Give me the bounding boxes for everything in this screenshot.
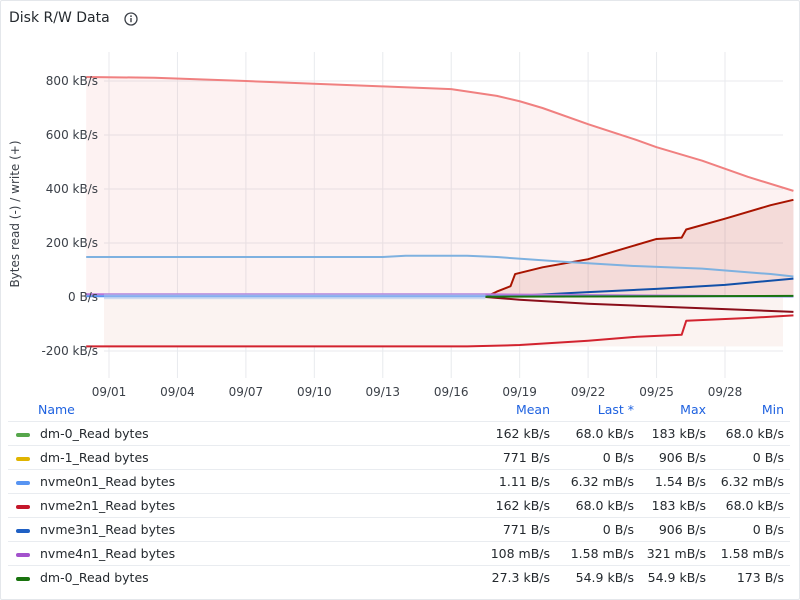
x-tick-label: 09/07 (229, 385, 264, 399)
legend-series-label: dm-0_Read bytes (40, 570, 149, 585)
series-color-swatch (16, 504, 30, 509)
series-line-maroon-read[interactable] (485, 296, 794, 313)
legend-mean: 162 kB/s (490, 421, 556, 446)
series-line-light-red[interactable] (86, 75, 794, 192)
legend-min: 0 B/s (712, 517, 790, 542)
x-tick-label: 09/10 (297, 385, 332, 399)
legend-series-name[interactable]: nvme0n1_Read bytes (8, 469, 490, 494)
overlap-band (104, 293, 486, 300)
legend-series-label: dm-0_Read bytes (40, 426, 149, 441)
y-tick-label: 400 kB/s (46, 182, 98, 196)
legend-min: 68.0 kB/s (712, 421, 790, 446)
series-color-swatch (16, 432, 30, 437)
x-tick-label: 09/13 (365, 385, 400, 399)
legend-min: 1.58 mB/s (712, 541, 790, 566)
legend-mean: 27.3 kB/s (490, 565, 556, 589)
legend-row[interactable]: nvme3n1_Read bytes 771 B/s 0 B/s 906 B/s 0 B… (8, 517, 790, 542)
series-line-light-blue[interactable] (86, 254, 794, 278)
y-tick-label: 200 kB/s (46, 236, 98, 250)
legend-min: 68.0 kB/s (712, 493, 790, 518)
x-tick-label: 09/25 (639, 385, 674, 399)
legend-last: 1.58 mB/s (556, 541, 640, 566)
legend-header-last[interactable]: Last * (597, 402, 634, 417)
y-tick-label: 0 B/s (68, 290, 98, 304)
legend-row[interactable]: nvme0n1_Read bytes 1.11 B/s 6.32 mB/s 1.54 … (8, 469, 790, 494)
x-tick-label: 09/28 (708, 385, 743, 399)
legend-series-name[interactable]: nvme3n1_Read bytes (8, 517, 490, 542)
legend-header-name[interactable]: Name (38, 402, 75, 417)
legend-row[interactable]: dm-0_Read bytes 27.3 kB/s 54.9 kB/s 54.9 kB… (8, 565, 790, 589)
legend-row[interactable]: nvme2n1_Read bytes 162 kB/s 68.0 kB/s 183 k… (8, 493, 790, 518)
x-tick-label: 09/19 (502, 385, 537, 399)
legend-mean: 162 kB/s (490, 493, 556, 518)
legend-last: 54.9 kB/s (556, 565, 640, 589)
series-area-light-red (86, 76, 794, 297)
legend-series-name[interactable]: dm-1_Read bytes (8, 445, 490, 470)
legend-max: 183 kB/s (640, 493, 712, 518)
x-tick-label: 09/22 (571, 385, 606, 399)
legend-series-name[interactable]: dm-0_Read bytes (8, 565, 490, 589)
legend-series-label: nvme3n1_Read bytes (40, 522, 176, 537)
info-icon[interactable] (124, 11, 138, 26)
legend-max: 321 mB/s (640, 541, 712, 566)
y-tick-label: 600 kB/s (46, 128, 98, 142)
series-color-swatch (16, 552, 30, 557)
chart-svg: 800 kB/s 600 kB/s 400 kB/s 200 kB/s 0 B/s -20… (8, 52, 794, 399)
legend-header-min[interactable]: Min (761, 402, 784, 417)
legend-last: 0 B/s (556, 517, 640, 542)
legend-max: 906 B/s (640, 517, 712, 542)
read-area-fill (104, 297, 783, 347)
series-color-swatch (16, 456, 30, 461)
legend-series-label: nvme4n1_Read bytes (40, 546, 176, 561)
legend-min: 173 B/s (712, 565, 790, 589)
y-tick-label: 800 kB/s (46, 74, 98, 88)
panel-header: Disk R/W Data (9, 7, 138, 29)
legend-min: 0 B/s (712, 445, 790, 470)
legend-mean: 108 mB/s (490, 541, 556, 566)
legend-header-max[interactable]: Max (680, 402, 706, 417)
legend-min: 6.32 mB/s (712, 469, 790, 494)
legend-max: 906 B/s (640, 445, 712, 470)
series-color-swatch (16, 576, 30, 581)
legend-row[interactable]: dm-0_Read bytes 162 kB/s 68.0 kB/s 183 kB/s… (8, 421, 790, 446)
legend-series-label: nvme0n1_Read bytes (40, 474, 176, 489)
axes: 800 kB/s 600 kB/s 400 kB/s 200 kB/s 0 B/s -20… (8, 74, 742, 399)
y-axis-label: Bytes read (-) / write (+) (8, 140, 22, 287)
series-layer (86, 75, 794, 348)
series-line-dark-red-write[interactable] (485, 198, 794, 298)
legend-mean: 1.11 B/s (490, 469, 556, 494)
series-area-dark-red-write (485, 199, 794, 297)
legend-series-name[interactable]: nvme4n1_Read bytes (8, 541, 490, 566)
series-color-swatch (16, 528, 30, 533)
legend-last: 6.32 mB/s (556, 469, 640, 494)
series-line-red-read[interactable] (86, 314, 794, 348)
legend-last: 68.0 kB/s (556, 493, 640, 518)
legend-row[interactable]: dm-1_Read bytes 771 B/s 0 B/s 906 B/s 0 B/s (8, 445, 790, 470)
legend-table: Name Mean Last * Max Min dm-0_Read bytes… (8, 398, 790, 589)
legend-series-name[interactable]: nvme2n1_Read bytes (8, 493, 490, 518)
legend-series-label: nvme2n1_Read bytes (40, 498, 176, 513)
legend-mean: 771 B/s (490, 445, 556, 470)
x-tick-label: 09/01 (92, 385, 127, 399)
legend-mean: 771 B/s (490, 517, 556, 542)
x-tick-label: 09/16 (434, 385, 469, 399)
legend-header-mean[interactable]: Mean (515, 402, 550, 417)
legend-max: 1.54 B/s (640, 469, 712, 494)
legend-max: 54.9 kB/s (640, 565, 712, 589)
series-line-dark-green[interactable] (485, 294, 794, 298)
legend-max: 183 kB/s (640, 421, 712, 446)
legend-row[interactable]: nvme4n1_Read bytes 108 mB/s 1.58 mB/s 321 m… (8, 541, 790, 566)
series-color-swatch (16, 480, 30, 485)
legend-series-label: dm-1_Read bytes (40, 450, 149, 465)
legend-last: 68.0 kB/s (556, 421, 640, 446)
x-tick-label: 09/04 (160, 385, 195, 399)
legend-last: 0 B/s (556, 445, 640, 470)
panel-title: Disk R/W Data (9, 10, 110, 26)
legend-series-name[interactable]: dm-0_Read bytes (8, 421, 490, 446)
y-tick-label: -200 kB/s (41, 344, 98, 358)
